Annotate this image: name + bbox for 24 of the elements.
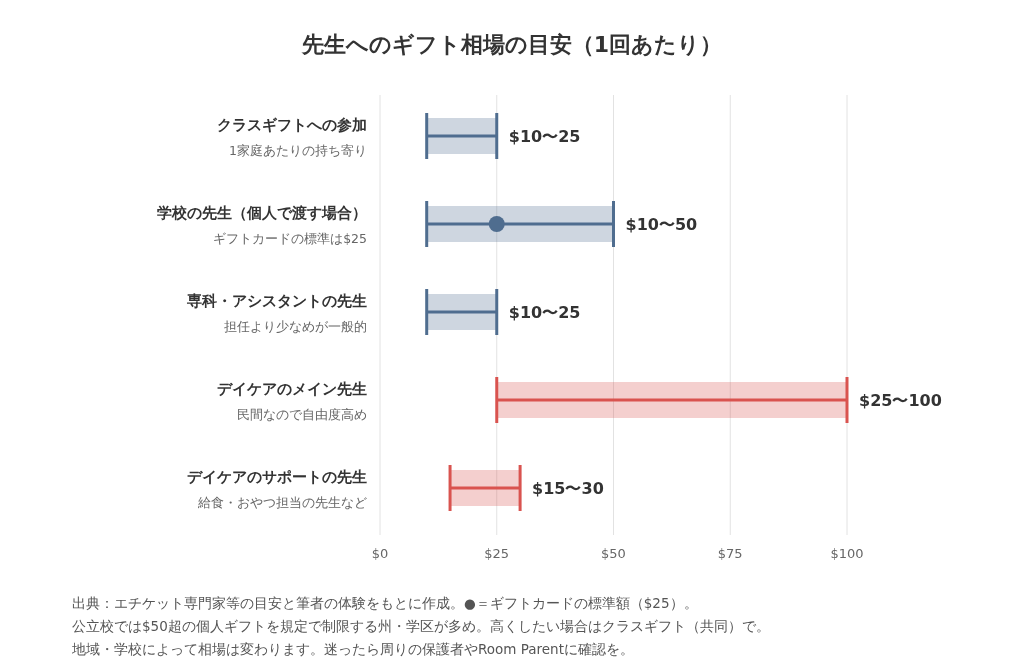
text: 1家庭あたりの持ち寄り — [229, 143, 367, 158]
y-tick-label: デイケアのサポートの先生 — [187, 468, 367, 486]
annotation: $15〜30 — [532, 479, 604, 498]
source-note: 出典：エチケット専門家等の目安と筆者の体験をもとに作成。●＝ギフトカードの標準額（$25）。 — [72, 595, 698, 611]
x-tick-label: $25 — [484, 546, 510, 561]
x-tick-label: $50 — [601, 546, 626, 561]
y-tick-label: デイケアのメイン先生 — [217, 380, 367, 398]
annotation: $10〜50 — [625, 215, 698, 234]
chart-title: 先生へのギフト相場の目安（1回あたり） — [300, 32, 723, 57]
annotation: $10〜25 — [508, 127, 581, 146]
x-tick-label: $0 — [371, 546, 389, 561]
y-tick-label: 専科・アシスタントの先生 — [186, 292, 367, 310]
text: 地域・学校によって相場は変わります。迷ったら周りの保護者やRoom Parentに確認を。 — [71, 641, 634, 657]
x-tick-label: $100 — [830, 546, 864, 561]
text: 民間なので自由度高め — [237, 407, 367, 422]
y-tick-label: クラスギフトへの参加 — [217, 116, 367, 134]
text: 担任より少なめが一般的 — [224, 319, 367, 334]
x-tick-label: $75 — [717, 546, 743, 561]
text: 公立校では$50超の個人ギフトを規定で制限する州・学区が多め。高くしたい場合はクラスギフト（共同）で。 — [72, 618, 770, 634]
text: ギフトカードの標準は$25 — [213, 231, 367, 246]
text: 給食・おやつ担当の先生など — [197, 495, 367, 510]
annotation: $10〜25 — [508, 303, 581, 322]
annotation: $25〜100 — [859, 391, 942, 410]
y-tick-label: 学校の先生（個人で渡す場合） — [157, 204, 367, 222]
